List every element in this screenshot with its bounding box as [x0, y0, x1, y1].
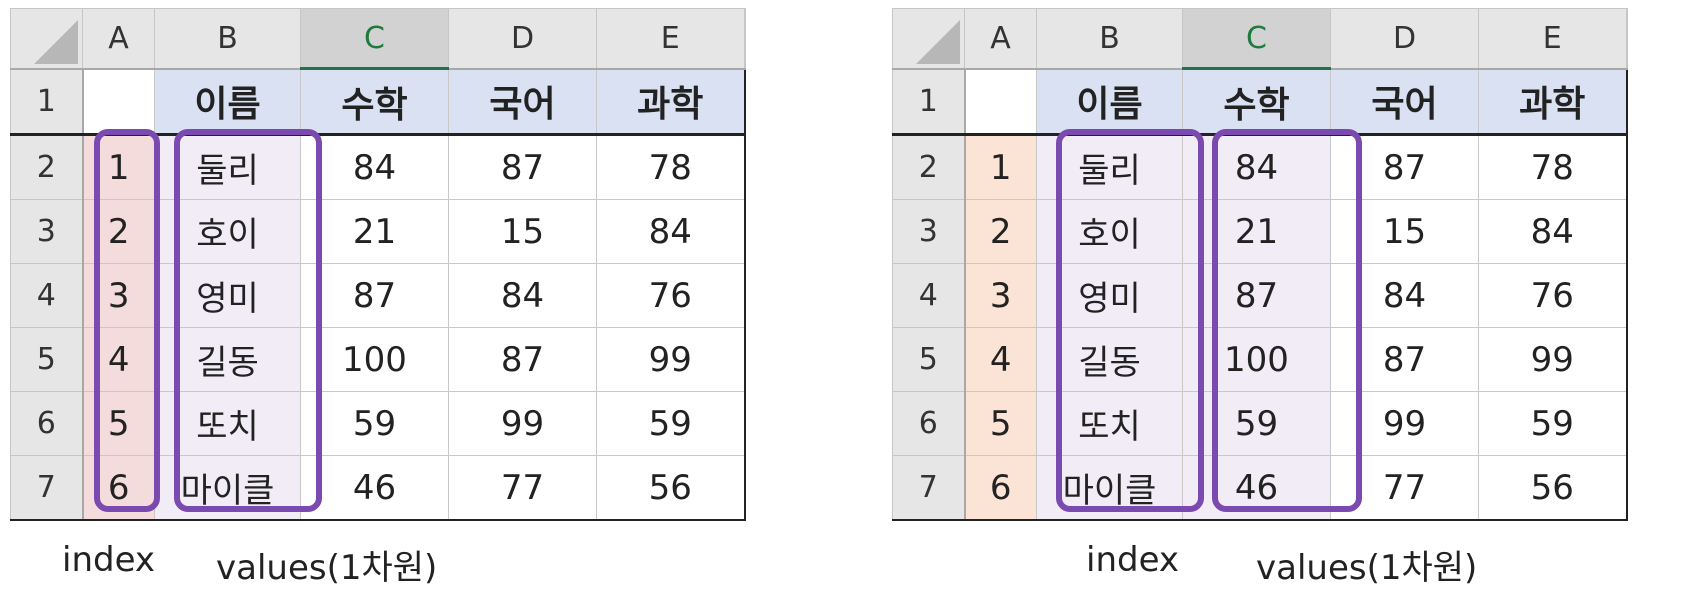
math-cell[interactable]: 46 [300, 455, 449, 521]
column-header-d[interactable]: D [448, 8, 597, 70]
science-cell[interactable]: 84 [1478, 199, 1628, 264]
values-highlight-outline [174, 129, 322, 512]
korean-cell[interactable]: 87 [1330, 134, 1479, 200]
korean-cell[interactable]: 15 [1330, 199, 1479, 264]
table-row: 6 5 또치 59 99 59 [892, 391, 1628, 456]
korean-cell[interactable]: 15 [448, 199, 597, 264]
math-cell[interactable]: 100 [1182, 327, 1331, 392]
science-cell[interactable]: 78 [596, 134, 746, 200]
science-cell[interactable]: 84 [596, 199, 746, 264]
row-header[interactable]: 3 [10, 199, 84, 264]
column-header-e[interactable]: E [1478, 8, 1628, 70]
row-header[interactable]: 7 [10, 455, 84, 521]
header-cell-name[interactable]: 이름 [1036, 67, 1183, 136]
table-row: 4 3 영미 87 84 76 [892, 263, 1628, 328]
korean-cell[interactable]: 87 [1330, 327, 1479, 392]
math-cell[interactable]: 21 [300, 199, 449, 264]
row-header[interactable]: 2 [892, 134, 966, 200]
column-header-e[interactable]: E [596, 8, 746, 70]
korean-cell[interactable]: 77 [448, 455, 597, 521]
math-cell[interactable]: 84 [300, 134, 449, 200]
math-cell[interactable]: 100 [300, 327, 449, 392]
header-cell-science[interactable]: 과학 [596, 67, 746, 136]
science-cell[interactable]: 78 [1478, 134, 1628, 200]
select-all-corner[interactable] [10, 8, 83, 70]
science-cell[interactable]: 59 [1478, 391, 1628, 456]
row-header[interactable]: 7 [892, 455, 966, 521]
header-cell-korean[interactable]: 국어 [448, 67, 597, 136]
science-cell[interactable]: 59 [596, 391, 746, 456]
index-cell[interactable]: 3 [964, 263, 1037, 328]
column-header-b[interactable]: B [154, 8, 301, 70]
row-header[interactable]: 6 [892, 391, 966, 456]
index-cell[interactable]: 2 [964, 199, 1037, 264]
row-header[interactable]: 1 [892, 68, 966, 136]
row-header[interactable]: 4 [10, 263, 84, 328]
korean-cell[interactable]: 84 [448, 263, 597, 328]
column-header-a[interactable]: A [82, 8, 155, 70]
column-header-c[interactable]: C [300, 8, 449, 70]
korean-cell[interactable]: 99 [1330, 391, 1479, 456]
header-cell-science[interactable]: 과학 [1478, 67, 1628, 136]
column-header-b[interactable]: B [1036, 8, 1183, 70]
row-header[interactable]: 1 [10, 68, 84, 136]
header-cell-korean[interactable]: 국어 [1330, 67, 1479, 136]
science-cell[interactable]: 99 [596, 327, 746, 392]
science-cell[interactable]: 76 [1478, 263, 1628, 328]
row-header[interactable]: 2 [10, 134, 84, 200]
cell-a1[interactable] [964, 67, 1037, 136]
column-header-a[interactable]: A [964, 8, 1037, 70]
row-header[interactable]: 3 [892, 199, 966, 264]
select-all-triangle-icon [34, 19, 78, 64]
values-caption: values(1차원) [216, 548, 438, 588]
science-cell[interactable]: 76 [596, 263, 746, 328]
index-highlight-outline [94, 129, 160, 512]
korean-cell[interactable]: 84 [1330, 263, 1479, 328]
values-highlight-outline [1212, 129, 1362, 512]
row-header[interactable]: 5 [892, 327, 966, 392]
column-header-d[interactable]: D [1330, 8, 1479, 70]
table-row: 2 1 둘리 84 87 78 [892, 134, 1628, 200]
table-row: 3 2 호이 21 15 84 [892, 199, 1628, 264]
header-cell-math[interactable]: 수학 [1182, 67, 1331, 136]
index-highlight-outline [1056, 129, 1204, 512]
select-all-triangle-icon [916, 19, 960, 64]
korean-cell[interactable]: 87 [448, 134, 597, 200]
select-all-corner[interactable] [892, 8, 965, 70]
math-cell[interactable]: 21 [1182, 199, 1331, 264]
values-caption: values(1차원) [1256, 548, 1478, 588]
korean-cell[interactable]: 99 [448, 391, 597, 456]
math-cell[interactable]: 84 [1182, 134, 1331, 200]
row-header[interactable]: 5 [10, 327, 84, 392]
science-cell[interactable]: 99 [1478, 327, 1628, 392]
index-cell[interactable]: 1 [964, 134, 1037, 200]
math-cell[interactable]: 59 [300, 391, 449, 456]
math-cell[interactable]: 87 [300, 263, 449, 328]
header-cell-name[interactable]: 이름 [154, 67, 301, 136]
korean-cell[interactable]: 77 [1330, 455, 1479, 521]
table-row: 6 5 또치 59 99 59 [10, 391, 746, 456]
table-row: 3 2 호이 21 15 84 [10, 199, 746, 264]
science-cell[interactable]: 56 [1478, 455, 1628, 521]
cell-a1[interactable] [82, 67, 155, 136]
index-cell[interactable]: 4 [964, 327, 1037, 392]
index-caption: index [62, 540, 156, 580]
science-cell[interactable]: 56 [596, 455, 746, 521]
index-caption: index [1086, 540, 1180, 580]
header-cell-math[interactable]: 수학 [300, 67, 449, 136]
row-header[interactable]: 6 [10, 391, 84, 456]
index-cell[interactable]: 5 [964, 391, 1037, 456]
column-header-c[interactable]: C [1182, 8, 1331, 70]
index-cell[interactable]: 6 [964, 455, 1037, 521]
math-cell[interactable]: 59 [1182, 391, 1331, 456]
row-header[interactable]: 4 [892, 263, 966, 328]
korean-cell[interactable]: 87 [448, 327, 597, 392]
